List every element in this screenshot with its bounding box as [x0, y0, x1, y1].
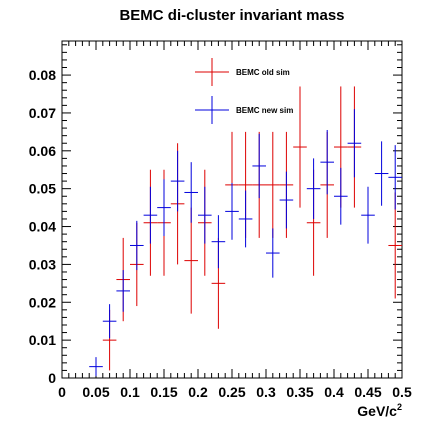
data-point-old-sim: [293, 86, 307, 208]
y-tick-label: 0.02: [29, 294, 56, 310]
data-point-new-sim: [334, 167, 348, 225]
data-point-new-sim: [198, 186, 212, 244]
legend-label-new-sim: BEMC new sim: [236, 106, 293, 115]
x-tick-label: 0.45: [354, 384, 381, 400]
data-point-new-sim: [266, 228, 280, 278]
data-point-new-sim: [116, 270, 130, 312]
y-tick-label: 0.05: [29, 181, 56, 197]
x-tick-label: 0.15: [150, 384, 177, 400]
y-axis-ticks: [62, 44, 402, 379]
y-axis-tick-labels: 0 0.01 0.02 0.03 0.04 0.05 0.06 0.07 0.08: [29, 67, 56, 386]
data-point-new-sim: [89, 357, 103, 377]
x-axis-label-superscript: 2: [397, 402, 402, 412]
x-axis-tick-labels: 0 0.05 0.1 0.15 0.2 0.25 0.3 0.35 0.4 0.45 0.5: [58, 384, 412, 400]
data-point-new-sim: [225, 182, 239, 240]
x-tick-label: 0.25: [218, 384, 245, 400]
legend: BEMC old sim BEMC new sim: [195, 58, 293, 124]
y-tick-label: 0.08: [29, 67, 56, 83]
series-new-sim: [89, 109, 402, 377]
data-point-old-sim: [266, 131, 280, 238]
x-axis-label: GeV/c2: [357, 402, 402, 419]
chart-title: BEMC di-cluster invariant mass: [119, 7, 344, 24]
data-point-new-sim: [157, 179, 171, 237]
x-tick-label: 0.35: [286, 384, 313, 400]
x-tick-label: 0.4: [324, 384, 344, 400]
legend-marker-old-sim: [195, 58, 229, 86]
data-point-new-sim: [279, 171, 294, 229]
x-tick-label: 0.05: [82, 384, 109, 400]
x-tick-label: 0.3: [256, 384, 276, 400]
data-point-new-sim: [361, 186, 375, 244]
data-point-new-sim: [102, 304, 117, 339]
y-tick-label: 0.07: [29, 105, 56, 121]
data-point-new-sim: [347, 109, 362, 178]
data-point-new-sim: [170, 150, 185, 212]
data-point-new-sim: [374, 141, 389, 206]
data-point-new-sim: [306, 158, 321, 219]
legend-label-old-sim: BEMC old sim: [236, 68, 290, 77]
data-point-new-sim: [238, 190, 253, 248]
data-point-old-sim: [184, 207, 198, 314]
y-tick-label: 0.01: [29, 332, 56, 348]
x-tick-label: 0.2: [188, 384, 208, 400]
x-tick-label: 0.1: [120, 384, 140, 400]
y-tick-label: 0: [48, 370, 56, 386]
y-tick-label: 0.06: [29, 143, 56, 159]
data-point-new-sim: [184, 162, 198, 223]
data-point-new-sim: [211, 215, 226, 269]
legend-marker-new-sim: [195, 96, 229, 124]
data-point-new-sim: [388, 145, 402, 210]
data-point-new-sim: [130, 220, 144, 271]
x-tick-label: 0: [58, 384, 66, 400]
data-point-new-sim: [143, 186, 158, 244]
x-axis-label-base: GeV/c: [357, 403, 397, 419]
x-tick-label: 0.5: [392, 384, 412, 400]
y-tick-label: 0.03: [29, 256, 56, 272]
data-point-old-sim: [388, 192, 402, 299]
data-point-new-sim: [252, 133, 266, 199]
y-tick-label: 0.04: [29, 219, 56, 235]
data-point-new-sim: [320, 129, 334, 195]
